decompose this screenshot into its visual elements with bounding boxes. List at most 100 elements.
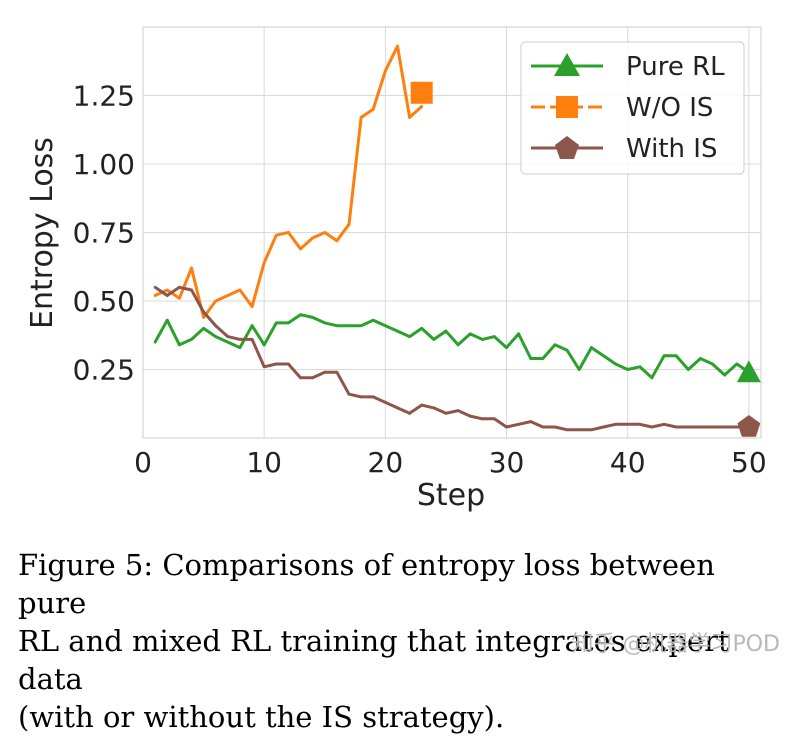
data-point-pure-rl [505,346,508,349]
caption-line-1: Figure 5: Comparisons of entropy loss be… [18,548,715,620]
data-point-with-is [311,376,315,380]
data-point-pure-rl [577,368,581,371]
data-point-with-is [190,288,193,292]
data-point-with-is [420,403,424,407]
series-line-with-is [154,285,749,432]
legend-item-wo-is: W/O IS [531,93,713,123]
data-point-pure-rl [444,329,448,333]
x-axis-label: Step [417,478,485,513]
data-point-pure-rl [711,362,714,366]
pentagon-marker-icon [555,136,579,159]
series-line-w-o-is [154,44,423,319]
data-point-pure-rl [299,313,302,317]
data-point-w-o-is [347,222,351,226]
data-point-pure-rl [589,346,593,349]
data-point-w-o-is [396,44,399,48]
data-point-w-o-is [177,296,181,300]
data-point-with-is [577,428,581,432]
data-point-with-is [165,294,169,297]
data-point-w-o-is [408,116,411,119]
data-point-with-is [614,422,617,426]
end-marker-w-o-is [410,81,433,104]
data-point-pure-rl [553,343,557,347]
data-point-pure-rl [323,321,327,325]
y-tick-label: 0.75 [73,217,135,250]
data-point-pure-rl [565,348,569,352]
data-point-with-is [396,406,399,410]
data-point-pure-rl [177,343,181,347]
data-point-with-is [371,395,375,399]
y-tick-label: 1.00 [73,148,135,181]
legend: Pure RL W/O IS With IS [520,41,745,175]
data-point-pure-rl [699,357,702,360]
data-point-pure-rl [456,343,460,347]
data-point-w-o-is [274,233,278,237]
data-point-pure-rl [517,332,521,336]
data-point-w-o-is [323,231,327,234]
plot-area-frame [142,26,762,439]
data-point-with-is [262,365,266,369]
data-point-pure-rl [190,337,193,341]
data-point-with-is [638,422,642,426]
data-point-pure-rl [408,335,411,339]
data-point-pure-rl [359,324,363,328]
caption-line-3: (with or without the IS strategy). [18,700,505,734]
data-point-w-o-is [371,107,375,111]
data-point-w-o-is [153,294,157,297]
data-point-with-is [565,428,569,432]
data-point-w-o-is [250,305,254,308]
data-point-with-is [723,425,727,429]
legend-label-pure-rl: Pure RL [626,52,725,82]
data-point-with-is [408,411,411,415]
data-point-with-is [226,335,230,339]
data-point-with-is [674,425,678,429]
data-point-pure-rl [347,324,351,328]
x-tick-label: 10 [246,446,282,479]
data-point-pure-rl [420,327,424,330]
triangle-marker-icon [554,53,580,76]
data-point-pure-rl [165,318,169,322]
data-point-pure-rl [541,357,545,360]
data-point-with-is [505,425,508,429]
data-point-with-is [274,362,278,366]
tick-labels: 0 10 20 30 40 50 0.25 0.50 0.75 1.00 1.25 [73,80,767,480]
data-point-with-is [202,310,205,314]
data-point-w-o-is [420,105,424,108]
data-point-w-o-is [311,236,315,240]
data-point-with-is [444,411,448,415]
end-marker-with-is [737,415,761,437]
data-point-with-is [517,422,521,426]
data-point-with-is [299,376,302,380]
data-point-w-o-is [238,288,242,292]
data-point-pure-rl [602,354,605,358]
data-point-pure-rl [371,318,375,322]
caption-line-2: RL and mixed RL training that integrates… [18,624,730,696]
legend-label-wo-is: W/O IS [626,93,713,123]
data-point-pure-rl [614,362,617,366]
y-axis-label: Entropy Loss [25,137,60,329]
data-point-pure-rl [432,337,436,341]
data-point-pure-rl [480,337,484,341]
data-point-with-is [602,425,605,429]
data-point-w-o-is [202,316,205,319]
data-point-w-o-is [359,116,363,119]
data-point-with-is [250,337,254,341]
data-point-pure-rl [214,335,218,339]
data-point-with-is [662,422,666,426]
data-point-with-is [383,400,387,404]
data-point-pure-rl [468,332,472,336]
data-point-with-is [214,324,218,328]
data-point-pure-rl [735,362,739,366]
data-point-pure-rl [226,340,230,344]
x-tick-label: 0 [134,446,152,479]
data-point-with-is [456,409,460,412]
data-point-w-o-is [287,231,290,234]
data-point-pure-rl [335,324,339,328]
data-point-with-is [626,422,630,426]
data-point-pure-rl [153,340,157,344]
square-marker-icon [556,96,578,118]
end-marker-pure-rl [736,360,761,383]
data-point-with-is [347,392,351,396]
data-point-pure-rl [202,327,205,330]
data-point-pure-rl [626,368,630,371]
